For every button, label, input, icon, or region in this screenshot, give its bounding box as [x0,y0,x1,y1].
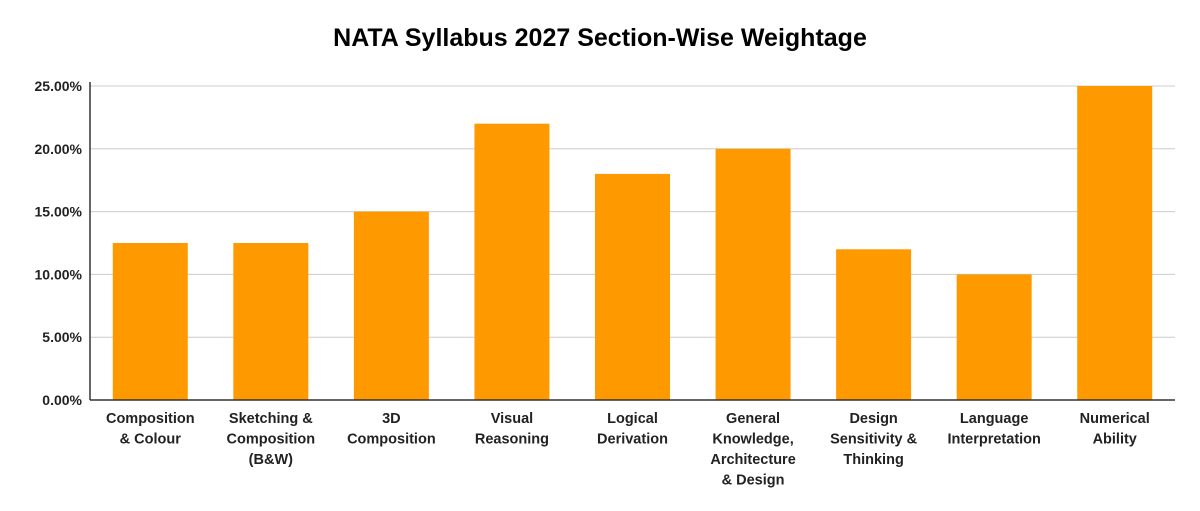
chart-title: NATA Syllabus 2027 Section-Wise Weightag… [333,24,867,52]
x-tick-label: Numerical Ability [1080,411,1150,448]
bar [353,211,429,400]
y-tick-label: 15.00% [35,204,83,220]
x-tick-label: 3D Composition [347,411,436,448]
bar [1077,86,1153,400]
bar [595,173,670,400]
y-tick-label: 25.00% [35,78,83,94]
y-tick-label: 20.00% [35,141,83,157]
bars [112,86,1153,401]
y-tick-label: 10.00% [35,266,83,282]
x-axis-labels: Composition & Colour Sketching & Compositio… [106,411,1150,489]
bar [836,249,912,400]
x-tick-label: General Knowledge, Architecture & Design [710,411,795,489]
x-tick-label: Visual Reasoning [475,411,549,448]
bar [112,243,188,400]
bar [956,274,1032,400]
x-tick-label: Composition & Colour [106,411,195,448]
y-tick-label: 5.00% [42,329,82,345]
x-tick-label: Language Interpretation [947,411,1040,448]
x-tick-label: Logical Derivation [597,411,668,448]
bar [474,123,550,401]
x-tick-label: Sketching & Composition (B&W) [227,411,316,468]
x-tick-label: Design Sensitivity & Thinking [830,411,918,468]
axes [89,82,1175,401]
y-axis-ticks: 0.00% 5.00% 10.00% 15.00% 20.00% 25.00% [35,78,83,408]
bar [715,148,791,400]
bar [233,243,309,400]
y-tick-label: 0.00% [42,392,82,408]
